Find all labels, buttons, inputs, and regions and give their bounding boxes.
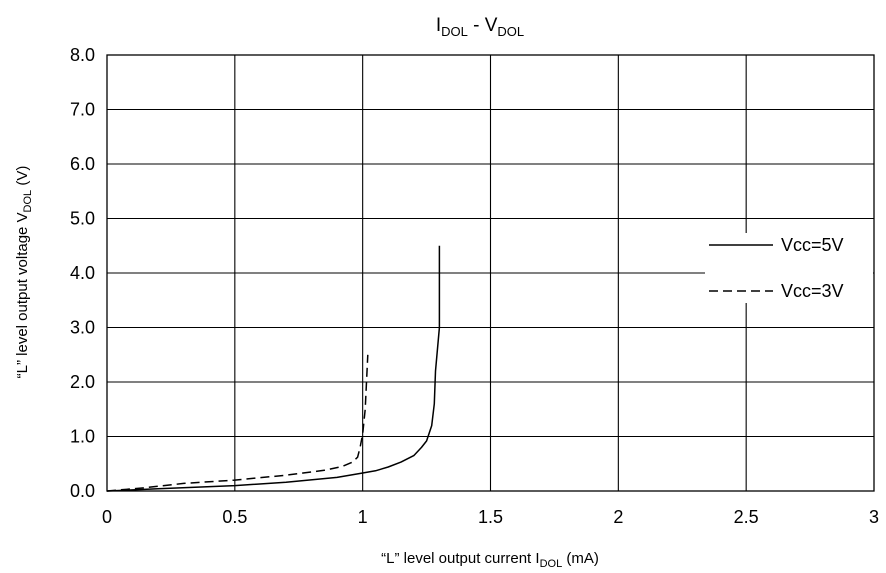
legend: Vcc=5V Vcc=3V (705, 233, 873, 303)
x-tick-label: 1.5 (478, 507, 503, 527)
series-line-vcc3v (106, 354, 369, 492)
y-tick-label: 3.0 (70, 318, 95, 338)
series-layer (106, 245, 441, 492)
y-tick-label: 5.0 (70, 209, 95, 229)
y-tick-label: 2.0 (70, 372, 95, 392)
y-axis-label: “L” level output voltage VDOL (V) (14, 166, 34, 379)
y-tick-label: 0.0 (70, 481, 95, 501)
y-tick-label: 8.0 (70, 45, 95, 65)
x-tick-label: 0.5 (222, 507, 247, 527)
series-line-vcc5v (106, 245, 441, 492)
x-axis-label: “L” level output current IDOL (mA) (381, 550, 599, 570)
y-tick-label: 4.0 (70, 263, 95, 283)
x-tick-label: 3 (869, 507, 879, 527)
legend-label: Vcc=5V (781, 235, 844, 255)
x-tick-label: 2.5 (734, 507, 759, 527)
x-tick-label: 0 (102, 507, 112, 527)
y-tick-label: 1.0 (70, 427, 95, 447)
y-tick-label: 6.0 (70, 154, 95, 174)
tick-labels: 0 0.5 1 1.5 2 2.5 3 0.0 1.0 2.0 3.0 4.0 5.0 6.0 7.0 8.0 (70, 45, 879, 527)
x-tick-label: 2 (613, 507, 623, 527)
y-tick-label: 7.0 (70, 100, 95, 120)
legend-label: Vcc=3V (781, 281, 844, 301)
chart-title: IDOL - VDOL (436, 15, 524, 39)
x-tick-label: 1 (358, 507, 368, 527)
